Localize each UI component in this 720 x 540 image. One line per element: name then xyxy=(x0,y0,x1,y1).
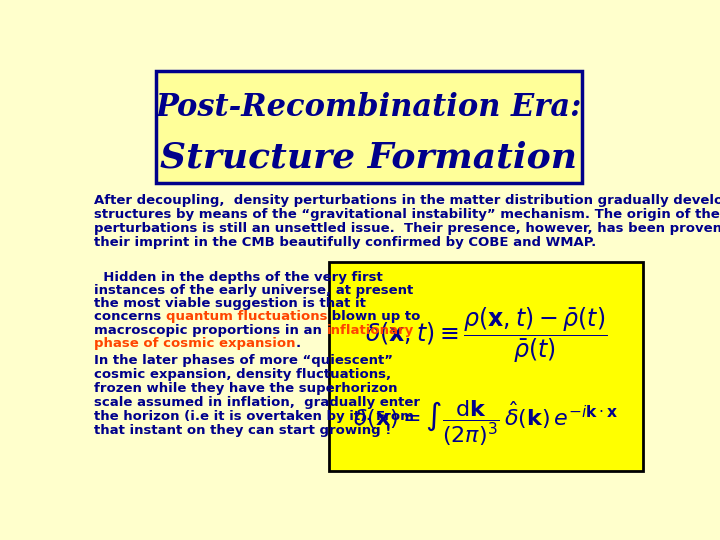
Text: inflationary: inflationary xyxy=(326,323,413,336)
Text: perturbations is still an unsettled issue.  Their presence, however, has been pr: perturbations is still an unsettled issu… xyxy=(94,222,720,235)
Text: scale assumed in inflation,  gradually enter: scale assumed in inflation, gradually en… xyxy=(94,396,420,409)
Text: Post-Recombination Era:: Post-Recombination Era: xyxy=(156,92,582,123)
Text: frozen while they have the superhorizon: frozen while they have the superhorizon xyxy=(94,382,397,395)
Text: macroscopic proportions in an: macroscopic proportions in an xyxy=(94,323,326,336)
Text: phase of cosmic expansion: phase of cosmic expansion xyxy=(94,336,295,349)
Text: structures by means of the “gravitational instability” mechanism. The origin of : structures by means of the “gravitationa… xyxy=(94,208,720,221)
Text: that instant on they can start growing !: that instant on they can start growing ! xyxy=(94,423,391,437)
FancyBboxPatch shape xyxy=(156,71,582,183)
Text: $\delta(\mathbf{x}, t) \equiv \dfrac{\rho(\mathbf{x},t) - \bar{\rho}(t)}{\bar{\r: $\delta(\mathbf{x}, t) \equiv \dfrac{\rh… xyxy=(364,306,607,365)
Text: concerns: concerns xyxy=(94,310,166,323)
Text: cosmic expansion, density fluctuations,: cosmic expansion, density fluctuations, xyxy=(94,368,391,381)
Text: In the later phases of more “quiescent”: In the later phases of more “quiescent” xyxy=(94,354,393,367)
Text: Hidden in the depths of the very first: Hidden in the depths of the very first xyxy=(94,271,382,284)
Text: quantum fluctuations: quantum fluctuations xyxy=(166,310,328,323)
Text: blown up to: blown up to xyxy=(328,310,420,323)
Text: their imprint in the CMB beautifully confirmed by COBE and WMAP.: their imprint in the CMB beautifully con… xyxy=(94,236,596,249)
Text: .: . xyxy=(295,336,300,349)
Text: instances of the early universe, at present: instances of the early universe, at pres… xyxy=(94,284,413,297)
Text: the horizon (i.e it is overtaken by it). From: the horizon (i.e it is overtaken by it).… xyxy=(94,410,414,423)
Text: After decoupling,  density perturbations in the matter distribution gradually de: After decoupling, density perturbations … xyxy=(94,194,720,207)
Text: the most viable suggestion is that it: the most viable suggestion is that it xyxy=(94,298,366,310)
Text: Structure Formation: Structure Formation xyxy=(161,140,577,174)
FancyBboxPatch shape xyxy=(329,262,642,471)
Text: $\delta(\mathbf{x}) = \int \dfrac{\mathrm{d}\mathbf{k}}{(2\pi)^3}\, \hat{\delta}: $\delta(\mathbf{x}) = \int \dfrac{\mathr… xyxy=(353,399,618,448)
